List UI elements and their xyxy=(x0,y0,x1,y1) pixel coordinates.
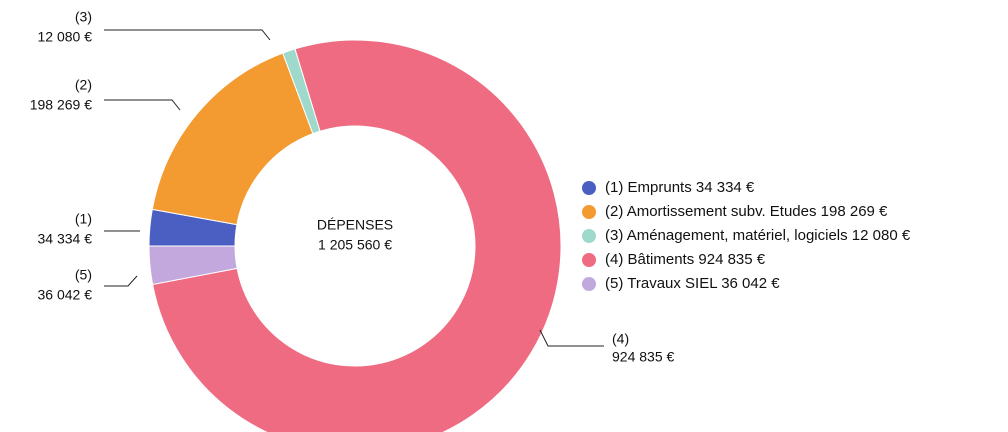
legend-value: 36 042 € xyxy=(721,275,780,292)
leader-line xyxy=(104,99,181,111)
leader-line xyxy=(539,329,604,347)
callout-id: (4) xyxy=(612,331,629,347)
legend-label: Aménagement, matériel, logiciels xyxy=(627,227,848,244)
callout-id: (3) xyxy=(75,9,92,25)
legend-swatch xyxy=(582,229,596,243)
legend-id: (4) xyxy=(605,251,623,268)
leader-line xyxy=(104,275,138,287)
legend-value: 34 334 € xyxy=(696,179,755,196)
legend-value: 924 835 € xyxy=(698,251,765,268)
legend-entry: (2) Amortissement subv. Etudes 198 269 € xyxy=(605,203,888,220)
callout-value: 34 334 € xyxy=(38,231,93,247)
legend-label: Amortissement subv. Etudes xyxy=(627,203,817,220)
legend-swatch xyxy=(582,205,596,219)
callout-id: (2) xyxy=(75,77,92,93)
leader-line xyxy=(104,29,271,41)
legend-value: 12 080 € xyxy=(852,227,911,244)
legend-entry: (5) Travaux SIEL 36 042 € xyxy=(605,275,780,292)
legend-label: Emprunts xyxy=(628,179,692,196)
donut-slice xyxy=(148,245,238,286)
donut-slice xyxy=(151,52,314,226)
legend-entry: (1) Emprunts 34 334 € xyxy=(605,179,755,196)
callout-value: 36 042 € xyxy=(38,287,93,303)
callout-value: 198 269 € xyxy=(30,97,92,113)
legend-label: Travaux SIEL xyxy=(627,275,717,292)
legend-entry: (3) Aménagement, matériel, logiciels 12 … xyxy=(605,227,911,244)
callout-id: (1) xyxy=(75,211,92,227)
legend-id: (2) xyxy=(605,203,623,220)
legend-swatch xyxy=(582,181,596,195)
legend-swatch xyxy=(582,277,596,291)
legend-value: 198 269 € xyxy=(821,203,888,220)
legend-id: (3) xyxy=(605,227,623,244)
legend-id: (5) xyxy=(605,275,623,292)
donut-slice xyxy=(152,39,562,432)
callout-value: 924 835 € xyxy=(612,349,674,365)
legend-entry: (4) Bâtiments 924 835 € xyxy=(605,251,766,268)
legend-swatch xyxy=(582,253,596,267)
legend-label: Bâtiments xyxy=(628,251,695,268)
legend-id: (1) xyxy=(605,179,623,196)
callout-value: 12 080 € xyxy=(38,29,93,45)
center-value: 1 205 560 € xyxy=(318,237,392,253)
center-title: DÉPENSES xyxy=(317,217,393,233)
callout-id: (5) xyxy=(75,267,92,283)
